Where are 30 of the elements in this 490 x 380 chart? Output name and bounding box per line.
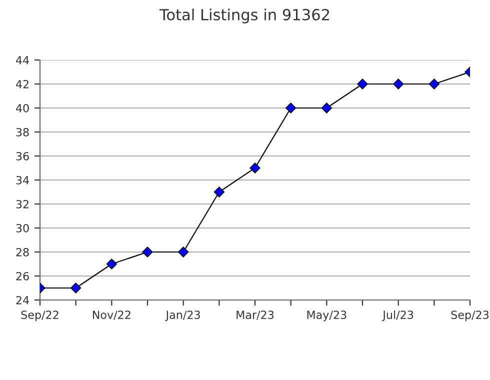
x-tick-label: Sep/22 [21, 310, 58, 322]
chart-title: Total Listings in 91362 [159, 8, 330, 24]
x-tick-label: Jul/23 [382, 310, 414, 322]
y-tick-label: 44 [16, 56, 29, 64]
y-tick-label: 26 [16, 272, 29, 280]
point [250, 162, 260, 174]
y-tick-label: 38 [16, 128, 29, 136]
y-tick-label: 40 [16, 104, 29, 112]
point [142, 246, 153, 258]
x-tick-label: Sep/23 [451, 310, 489, 322]
point [393, 78, 404, 90]
y-tick-label: 30 [16, 224, 29, 232]
y-tick-label: 36 [16, 152, 29, 160]
x-tick-label: May/23 [307, 310, 346, 322]
y-tick-label: 32 [16, 200, 28, 208]
y-tick-label: 28 [16, 248, 29, 256]
point [357, 78, 368, 90]
point [214, 186, 224, 198]
point [428, 78, 440, 90]
point [321, 102, 332, 114]
point [106, 258, 117, 270]
x-tick-label: Nov/22 [92, 310, 130, 320]
point [70, 282, 82, 294]
point [178, 246, 189, 258]
y-tick-label: 24 [16, 296, 29, 304]
y-tick-label: 34 [16, 176, 29, 184]
x-tick-label: Mar/23 [236, 310, 274, 320]
y-tick-label: 42 [16, 80, 28, 88]
point [286, 102, 296, 114]
x-tick-label: Jan/23 [165, 310, 200, 322]
